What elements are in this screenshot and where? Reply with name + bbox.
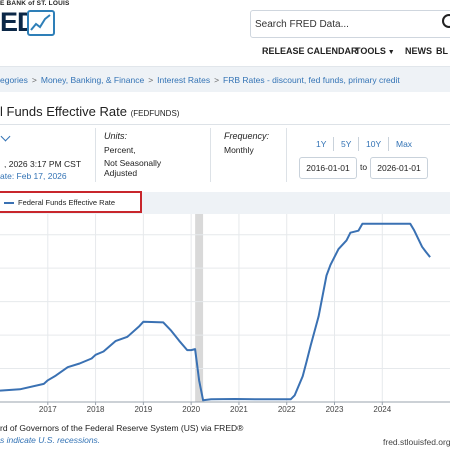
start-date-input[interactable] [299, 157, 357, 179]
range-button-1y[interactable]: 1Y [316, 139, 327, 149]
breadcrumb-bar: egories > Money, Banking, & Finance > Intere… [0, 66, 450, 92]
x-tick-label: 2018 [87, 405, 105, 412]
fred-url[interactable]: fred.stlouisfed.org [383, 437, 450, 447]
series-code: (FEDFUNDS) [130, 109, 180, 118]
range-button-max[interactable]: Max [396, 139, 413, 149]
frequency-label: Frequency: [224, 131, 270, 141]
legend-highlight[interactable]: Federal Funds Effective Rate [0, 191, 142, 213]
source-credit: rd of Governors of the Federal Reserve S… [0, 423, 244, 433]
range-button-5y[interactable]: 5Y [341, 139, 352, 149]
x-tick-label: 2019 [134, 405, 152, 412]
x-tick-label: 2021 [230, 405, 248, 412]
search-box[interactable] [250, 10, 450, 38]
divider [0, 124, 450, 125]
breadcrumb-item-interest-rates[interactable]: Interest Rates [157, 75, 211, 85]
frequency-value: Monthly [224, 145, 254, 155]
breadcrumb-separator: > [214, 75, 220, 85]
next-release-date[interactable]: ate: Feb 17, 2026 [0, 171, 67, 181]
range-button-10y[interactable]: 10Y [366, 139, 382, 149]
recession-shading [195, 214, 204, 402]
updated-date: , 2026 3:17 PM CST [4, 159, 82, 169]
divider [95, 128, 96, 182]
chevron-down-icon: ▼ [385, 49, 395, 56]
x-tick-label: 2023 [326, 405, 344, 412]
search-input[interactable] [255, 13, 435, 35]
chevron-down-icon[interactable] [0, 131, 11, 142]
breadcrumb-item-categories[interactable]: egories [0, 75, 28, 85]
units-label: Units: [104, 131, 128, 141]
bank-name: E BANK of ST. LOUIS [0, 0, 70, 7]
divider [286, 128, 287, 182]
units-value: Percent, [104, 145, 136, 155]
line-chart[interactable]: 2017 2018 2019 2020 2021 2022 2023 2024 [0, 214, 450, 412]
fred-logo-chart-icon[interactable] [27, 10, 55, 36]
breadcrumb: egories > Money, Banking, & Finance > Intere… [0, 75, 400, 85]
divider [210, 128, 211, 182]
nav-tools-label: TOOLS [355, 46, 386, 56]
divider [333, 137, 334, 151]
units-adjustment: Not Seasonally Adjusted [104, 158, 162, 178]
x-tick-label: 2022 [278, 405, 296, 412]
breadcrumb-item-frb-rates[interactable]: FRB Rates - discount, fed funds, primary… [223, 75, 400, 85]
nav-blog[interactable]: BL [436, 46, 448, 56]
search-icon[interactable] [442, 14, 450, 28]
nav-news[interactable]: NEWS [405, 46, 432, 56]
x-tick-label: 2017 [39, 405, 57, 412]
divider [358, 137, 359, 151]
breadcrumb-item-money-banking[interactable]: Money, Banking, & Finance [40, 75, 145, 85]
legend-label: Federal Funds Effective Rate [18, 198, 115, 207]
series-line-fedfunds [0, 222, 431, 402]
recession-note[interactable]: s indicate U.S. recessions. [0, 435, 101, 445]
nav-tools[interactable]: TOOLS ▼ [355, 46, 395, 56]
site-header: E BANK of ST. LOUIS ED RELEASE CALENDAR … [0, 0, 450, 66]
x-tick-label: 2024 [373, 405, 391, 412]
series-title-text: l Funds Effective Rate [0, 104, 127, 119]
page-title: l Funds Effective Rate (FEDFUNDS) [0, 104, 179, 119]
x-tick-label: 2020 [182, 405, 200, 412]
to-label: to [360, 162, 368, 172]
legend-line-swatch [4, 202, 14, 204]
breadcrumb-separator: > [31, 75, 37, 85]
nav-release-calendar[interactable]: RELEASE CALENDAR [262, 46, 358, 56]
divider [388, 137, 389, 151]
breadcrumb-separator: > [148, 75, 154, 85]
end-date-input[interactable] [370, 157, 428, 179]
